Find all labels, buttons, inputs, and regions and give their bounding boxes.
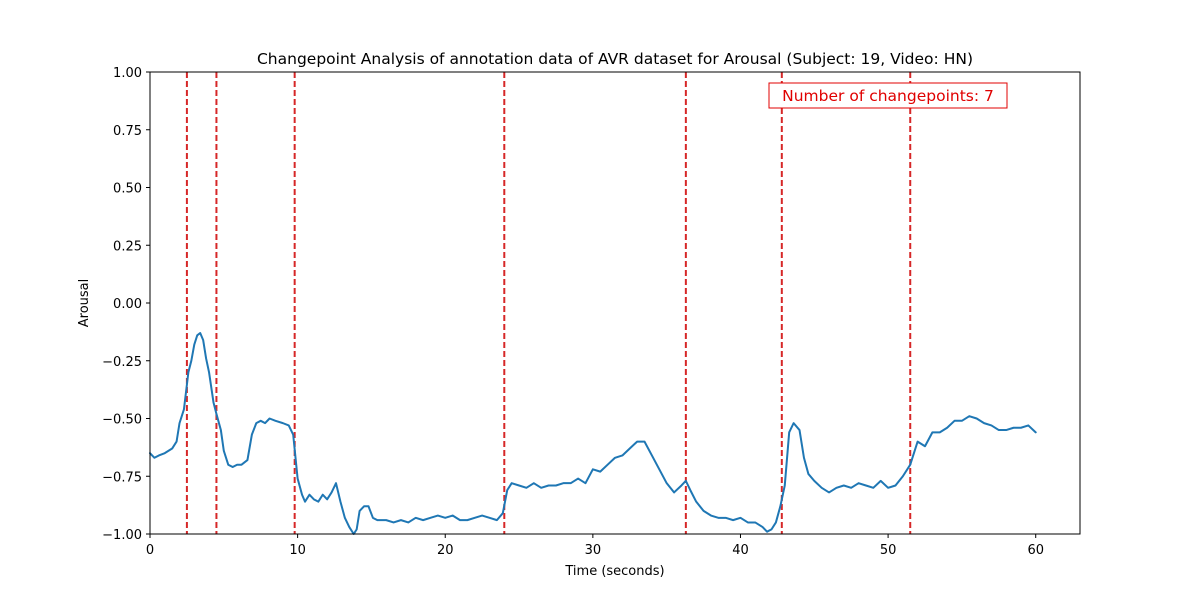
- x-axis-label: Time (seconds): [564, 564, 664, 579]
- y-tick-label: −0.25: [102, 355, 142, 370]
- y-axis-label: Arousal: [77, 279, 92, 328]
- series-layer: [149, 332, 1037, 535]
- x-tick-label: 10: [289, 543, 306, 558]
- x-tick-label: 50: [880, 543, 897, 558]
- x-tick-label: 40: [732, 543, 749, 558]
- y-tick-label: −1.00: [102, 528, 142, 543]
- y-tick-label: 0.00: [113, 297, 142, 312]
- y-tick-label: 0.75: [113, 124, 142, 139]
- axes: 0 10 20 30 40 50 60 1.00 0.75 0.50 0.25 0.00 −0.25 −0…: [102, 66, 1081, 558]
- x-tick-label: 20: [437, 543, 454, 558]
- y-tick-label: −0.75: [102, 470, 142, 485]
- x-tick-label: 60: [1027, 543, 1044, 558]
- arousal-series-line: [149, 332, 1037, 535]
- chart-title: Changepoint Analysis of annotation data …: [257, 50, 973, 68]
- y-tick-label: 1.00: [113, 66, 142, 81]
- annotation-box: [768, 82, 1008, 109]
- y-tick-label: 0.25: [113, 239, 142, 254]
- x-tick-label: 0: [146, 543, 154, 558]
- plot-frame: [149, 71, 1081, 535]
- y-tick-label: 0.50: [113, 182, 142, 197]
- x-tick-label: 30: [585, 543, 602, 558]
- changepoint-lines: [185, 72, 912, 534]
- changepoint-count-annotation: Number of changepoints: 7: [768, 82, 1008, 109]
- y-tick-label: −0.50: [102, 413, 142, 428]
- annotation-text: Number of changepoints: 7: [782, 87, 994, 105]
